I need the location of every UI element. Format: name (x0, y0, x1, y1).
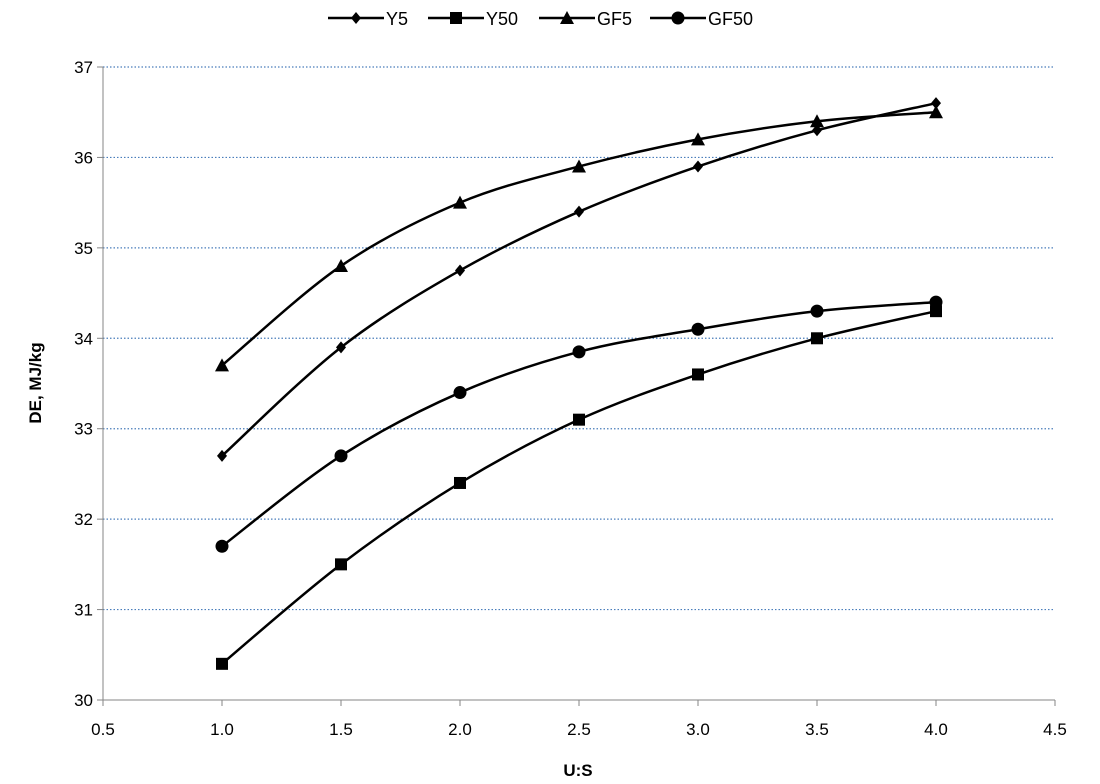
legend-marker-y50 (450, 12, 462, 24)
x-tick-label: 1.0 (210, 720, 234, 739)
data-point-gf5 (810, 114, 824, 128)
x-tick-label: 2.5 (567, 720, 591, 739)
series-line-gf5 (221, 110, 937, 367)
data-point-y5 (217, 449, 227, 462)
data-point-y5 (931, 97, 941, 110)
legend: Y5 Y50 GF5 GF50 (328, 9, 753, 29)
data-point-gf5 (572, 159, 586, 173)
legend-marker-gf50 (671, 11, 685, 25)
data-point-y5 (574, 205, 584, 218)
data-point-y50 (335, 558, 347, 571)
data-point-gf50 (215, 539, 229, 553)
legend-label-gf5: GF5 (597, 9, 632, 29)
y-tick-label: 36 (74, 148, 93, 167)
data-point-gf50 (810, 304, 824, 318)
data-point-gf5 (929, 105, 943, 119)
x-tick-label: 4.5 (1043, 720, 1067, 739)
data-point-gf5 (215, 358, 229, 372)
data-point-gf5 (334, 258, 348, 272)
gridlines (103, 66, 1055, 611)
data-point-gf50 (691, 322, 705, 336)
x-tick-label: 3.0 (686, 720, 710, 739)
data-point-gf5 (691, 132, 705, 146)
data-point-gf5 (453, 195, 467, 209)
data-point-y50 (930, 305, 942, 318)
x-tick-label: 3.5 (805, 720, 829, 739)
legend-label-y50: Y50 (486, 9, 518, 29)
y-tick-label: 37 (74, 58, 93, 77)
x-tick-label: 1.5 (329, 720, 353, 739)
data-point-y50 (692, 368, 704, 381)
data-point-y50 (811, 332, 823, 345)
data-point-gf50 (572, 345, 586, 359)
x-tick-label: 0.5 (91, 720, 115, 739)
x-tick-label: 2.0 (448, 720, 472, 739)
data-point-y50 (216, 657, 228, 670)
x-tick-label: 4.0 (924, 720, 948, 739)
legend-label-y5: Y5 (386, 9, 408, 29)
data-point-gf50 (334, 449, 348, 463)
data-point-y5 (693, 160, 703, 173)
legend-marker-gf5 (560, 11, 574, 24)
y-tick-label: 34 (74, 329, 93, 348)
y-tick-label: 32 (74, 510, 93, 529)
y-tick-label: 33 (74, 420, 93, 439)
series-line-y5 (221, 101, 937, 457)
data-point-y5 (336, 341, 346, 354)
series-line-y50 (221, 309, 937, 665)
legend-marker-y5 (351, 12, 361, 24)
data-point-gf50 (453, 386, 467, 400)
y-tick-label: 35 (74, 239, 93, 258)
axes (97, 66, 1056, 706)
data-point-y5 (812, 124, 822, 137)
series-lines (215, 97, 943, 670)
data-point-y50 (454, 476, 466, 489)
y-axis-title: DE, MJ/kg (26, 342, 45, 423)
x-axis-title: U:S (563, 761, 592, 780)
data-point-y5 (455, 264, 465, 277)
y-tick-label: 30 (74, 691, 93, 710)
legend-label-gf50: GF50 (708, 9, 753, 29)
data-point-gf50 (929, 295, 943, 309)
tick-labels: 30 31 32 33 34 35 36 37 0.5 1.0 1.5 2.0 2.5 3.0 3.5 4.0… (74, 58, 1067, 739)
y-tick-label: 31 (74, 601, 93, 620)
data-point-y50 (573, 413, 585, 426)
